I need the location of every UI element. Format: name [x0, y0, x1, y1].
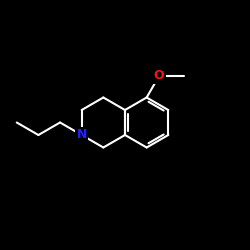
Text: O: O [154, 69, 164, 82]
Text: N: N [76, 128, 87, 141]
